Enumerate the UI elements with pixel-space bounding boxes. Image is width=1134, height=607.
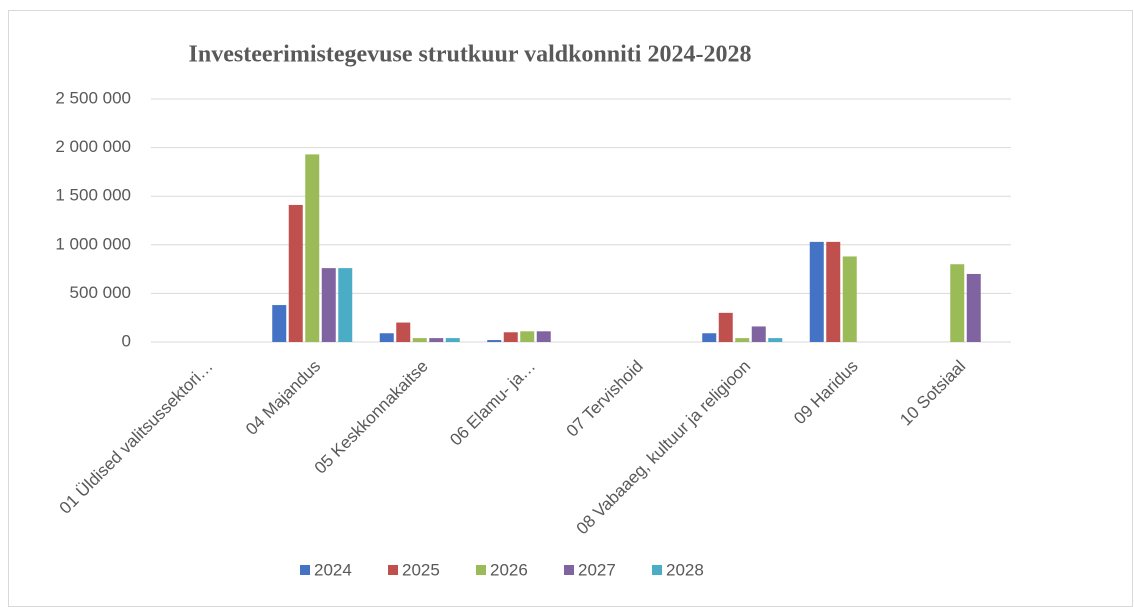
- bar: [520, 331, 535, 342]
- bar: [809, 241, 824, 342]
- y-tick-label: 0: [122, 331, 131, 350]
- bar: [379, 333, 394, 342]
- bar: [735, 338, 750, 342]
- bar: [768, 338, 783, 342]
- legend-swatch: [300, 565, 310, 575]
- legend-label: 2028: [666, 560, 704, 579]
- bar: [503, 332, 518, 342]
- bar: [445, 338, 460, 342]
- bar: [305, 154, 320, 342]
- bar: [702, 333, 717, 342]
- legend-swatch: [476, 565, 486, 575]
- y-tick-label: 1 500 000: [55, 186, 131, 205]
- bar: [966, 273, 981, 342]
- y-tick-label: 2 000 000: [55, 137, 131, 156]
- bar: [321, 268, 336, 342]
- chart-title: Investeerimistegevuse strutkuur valdkonn…: [189, 42, 752, 68]
- bar: [487, 340, 502, 342]
- bar: [396, 322, 411, 342]
- legend-label: 2027: [578, 560, 616, 579]
- bar: [429, 338, 444, 342]
- bar: [338, 268, 353, 342]
- legend-swatch: [388, 565, 398, 575]
- bar: [536, 331, 551, 342]
- y-tick-label: 500 000: [70, 283, 131, 302]
- legend-label: 2024: [314, 560, 352, 579]
- bar: [718, 312, 733, 342]
- bar: [751, 326, 766, 342]
- bar: [950, 264, 965, 342]
- bar: [842, 256, 857, 342]
- y-tick-label: 1 000 000: [55, 234, 131, 253]
- bar: [288, 204, 303, 342]
- y-tick-label: 2 500 000: [55, 88, 131, 107]
- bar: [272, 305, 287, 342]
- legend-swatch: [652, 565, 662, 575]
- legend-label: 2025: [402, 560, 440, 579]
- bar: [826, 241, 841, 342]
- bar: [412, 338, 427, 342]
- legend-label: 2026: [490, 560, 528, 579]
- chart-border: [8, 10, 1133, 607]
- legend-swatch: [564, 565, 574, 575]
